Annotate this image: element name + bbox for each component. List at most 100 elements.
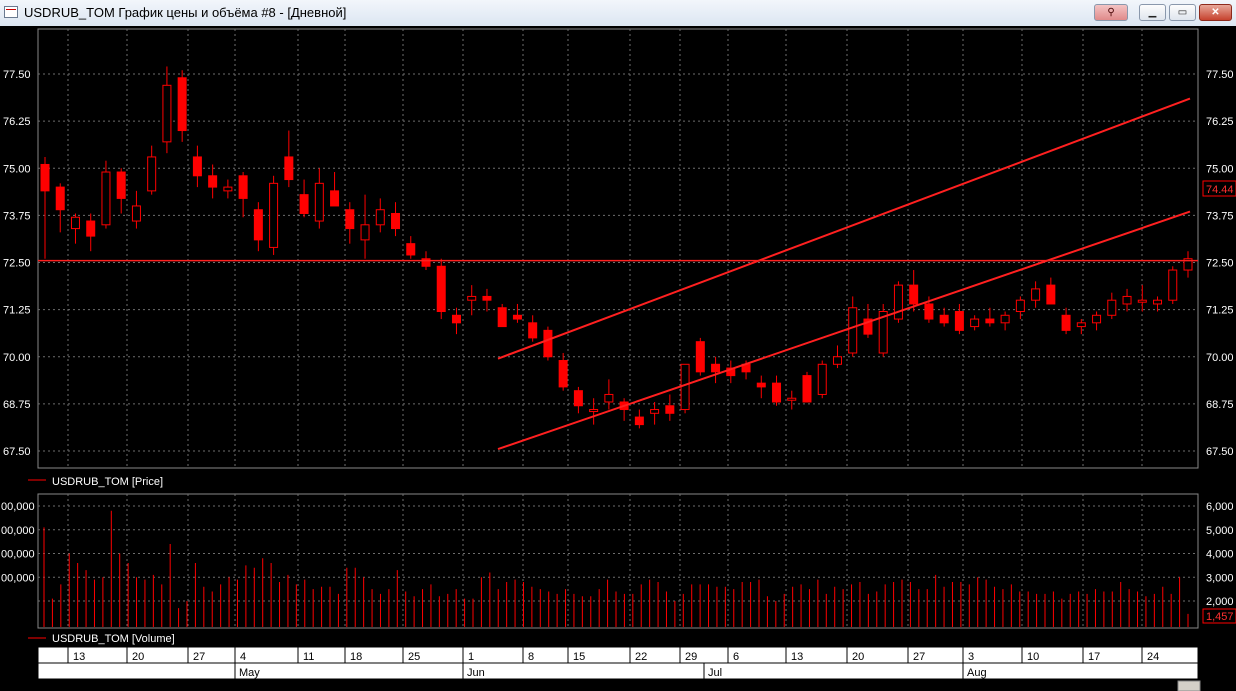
- day-label: 8: [528, 651, 534, 663]
- candle-body: [650, 409, 660, 414]
- candle-body: [482, 295, 492, 301]
- volume-tick-left: 00,000: [1, 572, 35, 584]
- candle-body: [208, 175, 218, 188]
- candle-body: [1122, 295, 1132, 305]
- day-label: 13: [791, 651, 803, 663]
- candle-body: [330, 190, 340, 207]
- candle-body: [238, 175, 248, 199]
- channel-upper-line: [497, 97, 1191, 360]
- day-label: 24: [1147, 651, 1159, 663]
- day-label: 27: [913, 651, 925, 663]
- candle-body: [177, 77, 187, 132]
- month-label: Jun: [467, 667, 485, 679]
- candle-body: [1107, 299, 1117, 316]
- chart-window-icon: [4, 6, 18, 18]
- candle-body: [802, 375, 812, 403]
- volume-grid: [38, 494, 1198, 628]
- day-label: 6: [733, 651, 739, 663]
- candle-body: [634, 416, 644, 426]
- candle-body: [954, 311, 964, 331]
- close-icon[interactable]: ✕: [1199, 4, 1232, 21]
- price-tick-right: 70.00: [1206, 352, 1234, 364]
- price-axis-right: 77.50 76.25 75.00 73.75 72.50 71.25 70.00 68.75…: [1206, 69, 1234, 458]
- volume-tick-right: 2,000: [1206, 596, 1234, 608]
- day-label: 4: [240, 651, 246, 663]
- day-label: 17: [1088, 651, 1100, 663]
- month-label: Jul: [708, 667, 722, 679]
- candle-body: [787, 397, 797, 401]
- candle-body: [40, 163, 50, 192]
- candle-body: [55, 186, 65, 211]
- price-tick-right: 77.50: [1206, 69, 1234, 81]
- candle-body: [1153, 299, 1163, 305]
- candle-body: [985, 318, 995, 324]
- candle-body: [665, 405, 675, 414]
- candle-body: [512, 314, 522, 320]
- candle-body: [1168, 269, 1178, 301]
- candle-body: [573, 390, 583, 407]
- candle-body: [695, 341, 705, 373]
- candle-body: [467, 295, 477, 301]
- day-label: 15: [573, 651, 585, 663]
- candle-body: [406, 243, 416, 256]
- minimize-icon[interactable]: ▁: [1139, 4, 1166, 21]
- month-label: Aug: [967, 667, 987, 679]
- maximize-icon[interactable]: ▭: [1169, 4, 1196, 21]
- price-tick-right: 71.25: [1206, 305, 1234, 317]
- price-tick-right: 75.00: [1206, 163, 1234, 175]
- candle-body: [70, 216, 80, 230]
- day-label: 10: [1027, 651, 1039, 663]
- candle-body: [909, 284, 919, 305]
- price-axis-left: 77.50 76.25 75.00 73.75 72.50 71.25 70.00 68.75…: [3, 69, 31, 458]
- candle-body: [131, 205, 141, 222]
- price-tick-left: 67.50: [3, 446, 31, 458]
- price-tick-right: 76.25: [1206, 116, 1234, 128]
- volume-panel: [37, 493, 1199, 629]
- window-title: USDRUB_TOM График цены и объёма #8 - [Дн…: [24, 5, 347, 20]
- candle-body: [101, 171, 111, 226]
- window-titlebar: USDRUB_TOM График цены и объёма #8 - [Дн…: [0, 0, 1236, 27]
- price-tick-left: 70.00: [3, 352, 31, 364]
- candle-body: [162, 84, 172, 143]
- price-tick-right: 72.50: [1206, 258, 1234, 270]
- price-last-value-box: [1202, 180, 1236, 197]
- price-legend: USDRUB_TOM [Price]: [52, 476, 163, 488]
- candle-body: [726, 367, 736, 377]
- price-tick-left: 76.25: [3, 116, 31, 128]
- candle-body: [1031, 288, 1041, 301]
- day-label: 1: [468, 651, 474, 663]
- volume-last-value-box: [1202, 608, 1236, 624]
- candle-body: [939, 314, 949, 324]
- candle-body: [284, 156, 294, 181]
- candle-body: [269, 182, 279, 248]
- day-label: 25: [408, 651, 420, 663]
- candle-body: [360, 224, 370, 241]
- candle-body: [1015, 299, 1025, 313]
- candle-body: [863, 318, 873, 335]
- day-label: 3: [968, 651, 974, 663]
- candle-body: [1137, 299, 1147, 303]
- candle-body: [924, 303, 934, 320]
- candle-body: [1183, 258, 1193, 271]
- candle-body: [772, 382, 782, 403]
- candle-body: [436, 265, 446, 313]
- price-legend-strip: [0, 470, 1236, 489]
- price-volume-chart[interactable]: 77.50 76.25 75.00 73.75 72.50 71.25 70.00 68.75…: [0, 26, 1236, 691]
- candle-body: [1076, 322, 1086, 328]
- volume-tick-left: 00,000: [1, 501, 35, 513]
- candle-body: [147, 156, 157, 192]
- candle-body: [970, 318, 980, 328]
- candle-body: [86, 220, 96, 237]
- price-tick-right: 73.75: [1206, 210, 1234, 222]
- candle-body: [878, 311, 888, 354]
- candle-body: [528, 322, 538, 339]
- link-icon[interactable]: ⚲: [1094, 4, 1128, 21]
- price-tick-left: 73.75: [3, 210, 31, 222]
- candle-body: [1092, 314, 1102, 324]
- candle-body: [314, 182, 324, 222]
- volume-last-value: 1,457: [1206, 611, 1234, 623]
- candle-body: [756, 382, 766, 388]
- scroll-thumb[interactable]: [1177, 680, 1201, 691]
- candle-body: [543, 329, 553, 358]
